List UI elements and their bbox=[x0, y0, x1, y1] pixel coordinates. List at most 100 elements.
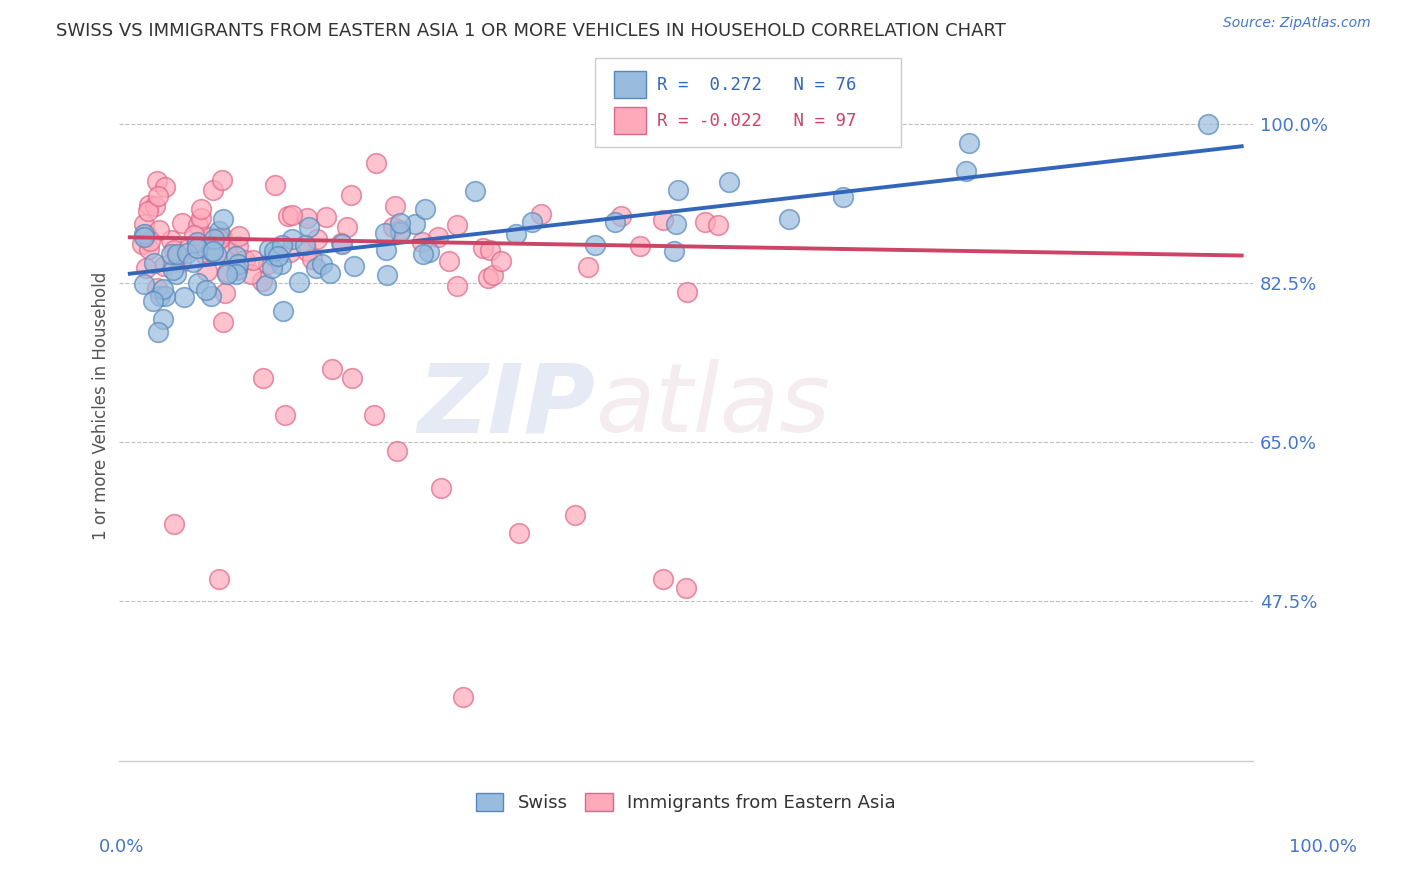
Text: 0.0%: 0.0% bbox=[98, 838, 143, 855]
Point bbox=[605, 215, 627, 229]
Point bbox=[257, 242, 280, 256]
Point bbox=[136, 203, 159, 218]
Bar bbox=[614, 71, 645, 98]
Point bbox=[257, 256, 280, 270]
Point bbox=[207, 231, 229, 245]
Point bbox=[298, 219, 321, 234]
Point bbox=[135, 227, 157, 242]
Point bbox=[315, 211, 337, 225]
Point bbox=[263, 244, 285, 258]
Point bbox=[583, 237, 606, 252]
Point bbox=[159, 233, 181, 247]
Point bbox=[264, 178, 287, 193]
Point bbox=[340, 371, 363, 385]
Point bbox=[200, 230, 222, 244]
Point bbox=[530, 206, 553, 220]
Point bbox=[430, 481, 453, 495]
Point bbox=[388, 225, 411, 239]
Point bbox=[270, 238, 292, 252]
Point bbox=[187, 276, 209, 290]
Point bbox=[363, 408, 385, 422]
Point bbox=[215, 244, 238, 259]
Point bbox=[146, 174, 169, 188]
Text: 100.0%: 100.0% bbox=[1289, 838, 1357, 855]
Point bbox=[426, 229, 449, 244]
Point bbox=[195, 283, 218, 297]
Point bbox=[1197, 116, 1219, 130]
Point bbox=[166, 249, 188, 263]
Point bbox=[208, 224, 231, 238]
Text: atlas: atlas bbox=[595, 359, 830, 452]
Point bbox=[666, 183, 689, 197]
Point bbox=[665, 217, 688, 231]
Point bbox=[489, 253, 512, 268]
Point bbox=[200, 289, 222, 303]
Point bbox=[832, 190, 855, 204]
Point bbox=[381, 220, 404, 235]
Point bbox=[194, 248, 217, 262]
Point bbox=[211, 212, 233, 227]
Point bbox=[281, 208, 304, 222]
Legend: Swiss, Immigrants from Eastern Asia: Swiss, Immigrants from Eastern Asia bbox=[475, 793, 896, 812]
Point bbox=[235, 253, 257, 268]
Point bbox=[437, 253, 460, 268]
Point bbox=[202, 183, 225, 197]
Point bbox=[135, 260, 157, 275]
Point bbox=[148, 223, 170, 237]
Point bbox=[186, 235, 208, 250]
Point bbox=[254, 277, 277, 292]
Point bbox=[385, 444, 408, 458]
Point bbox=[132, 230, 155, 244]
Point bbox=[288, 275, 311, 289]
Point bbox=[143, 199, 166, 213]
Point bbox=[301, 252, 323, 266]
Point bbox=[336, 219, 359, 234]
Point bbox=[628, 239, 651, 253]
Point bbox=[482, 268, 505, 283]
Point bbox=[134, 227, 156, 241]
Point bbox=[311, 256, 333, 270]
Point bbox=[955, 164, 977, 178]
Point bbox=[225, 249, 247, 263]
Point bbox=[211, 230, 233, 244]
Point bbox=[375, 268, 398, 283]
Point bbox=[211, 314, 233, 328]
Point bbox=[307, 232, 329, 246]
Point bbox=[177, 241, 200, 255]
Point bbox=[145, 281, 167, 295]
Point bbox=[183, 227, 205, 242]
Point bbox=[162, 262, 184, 277]
Point bbox=[330, 237, 353, 252]
Point bbox=[146, 188, 169, 202]
Point bbox=[201, 244, 224, 259]
Point bbox=[228, 229, 250, 244]
Point bbox=[208, 572, 231, 586]
Point bbox=[142, 256, 165, 270]
Point bbox=[142, 294, 165, 309]
Point bbox=[187, 219, 209, 233]
Point bbox=[652, 572, 675, 586]
Point bbox=[132, 277, 155, 291]
Point bbox=[446, 218, 468, 232]
Point bbox=[274, 408, 297, 422]
Point bbox=[160, 246, 183, 260]
Point bbox=[149, 289, 172, 303]
Point bbox=[166, 247, 188, 261]
Point bbox=[139, 234, 162, 248]
Point bbox=[173, 290, 195, 304]
Point bbox=[576, 260, 599, 274]
Point bbox=[152, 282, 174, 296]
Point bbox=[263, 249, 285, 263]
Point bbox=[176, 245, 198, 260]
Point bbox=[297, 211, 319, 226]
Point bbox=[165, 267, 187, 281]
Point bbox=[146, 325, 169, 339]
Point bbox=[693, 215, 716, 229]
Point bbox=[186, 241, 208, 255]
Point bbox=[204, 232, 226, 246]
Point bbox=[190, 202, 212, 217]
Point bbox=[411, 235, 433, 249]
Point bbox=[153, 259, 176, 273]
Point bbox=[170, 255, 193, 269]
Point bbox=[138, 198, 160, 212]
